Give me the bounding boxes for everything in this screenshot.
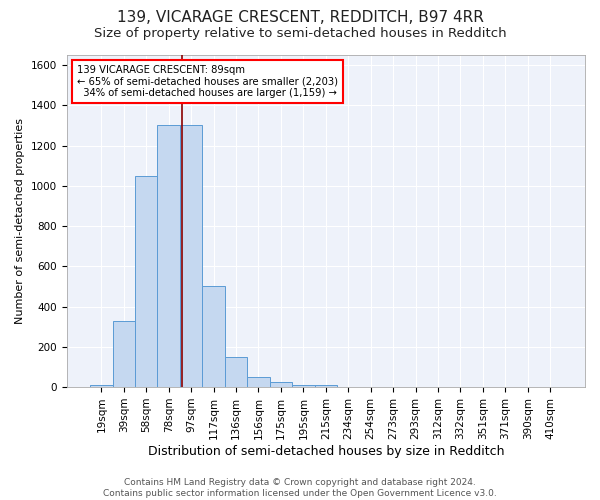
Bar — [157, 126, 180, 387]
Bar — [135, 176, 157, 387]
Bar — [90, 385, 113, 387]
Bar — [113, 320, 135, 387]
Bar — [202, 286, 225, 387]
Bar — [269, 382, 292, 387]
Bar — [292, 385, 314, 387]
Text: 139 VICARAGE CRESCENT: 89sqm
← 65% of semi-detached houses are smaller (2,203)
 : 139 VICARAGE CRESCENT: 89sqm ← 65% of se… — [77, 65, 338, 98]
Bar — [180, 126, 202, 387]
Text: 139, VICARAGE CRESCENT, REDDITCH, B97 4RR: 139, VICARAGE CRESCENT, REDDITCH, B97 4R… — [116, 10, 484, 25]
Bar — [225, 357, 247, 387]
Bar — [314, 385, 337, 387]
X-axis label: Distribution of semi-detached houses by size in Redditch: Distribution of semi-detached houses by … — [148, 444, 504, 458]
Bar — [247, 377, 269, 387]
Text: Size of property relative to semi-detached houses in Redditch: Size of property relative to semi-detach… — [94, 28, 506, 40]
Y-axis label: Number of semi-detached properties: Number of semi-detached properties — [15, 118, 25, 324]
Text: Contains HM Land Registry data © Crown copyright and database right 2024.
Contai: Contains HM Land Registry data © Crown c… — [103, 478, 497, 498]
